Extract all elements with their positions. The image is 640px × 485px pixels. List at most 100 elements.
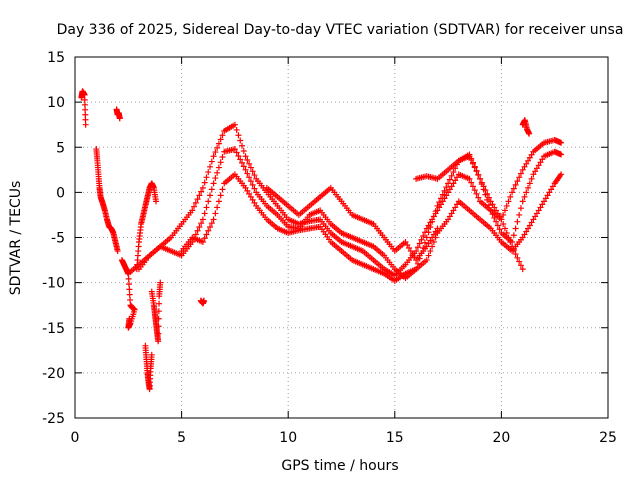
grid-layer (75, 57, 608, 418)
data-point (519, 234, 526, 241)
data-point-interp (539, 156, 546, 163)
chart-title: Day 336 of 2025, Sidereal Day-to-day VTE… (57, 22, 624, 38)
data-point-interp (510, 232, 517, 239)
data-point-interp (249, 196, 256, 203)
data-point-interp (443, 192, 450, 199)
data-point (526, 130, 533, 137)
x-tick-label: 15 (386, 430, 404, 446)
data-point-interp (127, 296, 134, 303)
data-point-interp (539, 201, 546, 208)
series-cluster-3.8h (148, 279, 164, 345)
data-point-interp (156, 300, 163, 307)
data-point-interp (512, 181, 519, 188)
data-point-interp (439, 198, 446, 205)
data-point (231, 121, 238, 128)
data-point (210, 216, 217, 223)
data-point-interp (246, 190, 253, 197)
data-point-interp (214, 204, 221, 211)
data-point-interp (407, 248, 414, 255)
data-point-interp (214, 144, 221, 151)
data-point-interp (468, 155, 475, 162)
data-point (413, 248, 420, 255)
y-tick-label: -5 (51, 231, 65, 247)
data-point-interp (414, 244, 421, 251)
data-point-interp (126, 286, 133, 293)
data-point-interp (436, 199, 443, 206)
data-point-interp (205, 227, 212, 234)
data-point (200, 297, 207, 304)
data-point-interp (404, 242, 411, 249)
data-point-interp (198, 220, 205, 227)
data-point-interp (510, 185, 517, 192)
data-point-interp (208, 186, 215, 193)
y-tick-label: 15 (47, 50, 65, 66)
data-point-interp (542, 195, 549, 202)
data-point-interp (244, 187, 251, 194)
data-point-interp (201, 179, 208, 186)
data-point-interp (212, 149, 219, 156)
data-point (530, 216, 537, 223)
data-point (231, 146, 238, 153)
data-point-interp (528, 175, 535, 182)
data-point-interp (207, 192, 214, 199)
y-tick-label: -25 (42, 411, 65, 427)
data-point-interp (516, 258, 523, 265)
data-point-interp (485, 194, 492, 201)
data-point-interp (491, 204, 498, 211)
data-point-interp (489, 201, 496, 208)
data-point (189, 207, 196, 214)
data-point-interp (507, 193, 514, 200)
y-tick-label: 10 (47, 95, 65, 111)
data-point (558, 171, 565, 178)
data-point (445, 189, 452, 196)
data-point-interp (155, 323, 162, 330)
data-point (423, 234, 430, 241)
data-point-interp (249, 168, 256, 175)
data-point-interp (192, 199, 199, 206)
data-point-interp (420, 232, 427, 239)
data-point (199, 239, 206, 246)
data-point-interp (240, 163, 247, 170)
data-point-interp (503, 229, 510, 236)
data-point (153, 198, 160, 205)
data-point-interp (448, 183, 455, 190)
data-point-interp (532, 213, 539, 220)
x-tick-label: 25 (599, 430, 617, 446)
data-point-interp (155, 308, 162, 315)
data-point (199, 184, 206, 191)
series-spike-2h (113, 106, 123, 122)
data-point-interp (239, 159, 246, 166)
data-point-interp (549, 183, 556, 190)
data-point-interp (496, 213, 503, 220)
data-point-interp (500, 211, 507, 218)
data-point-interp (453, 174, 460, 181)
data-point (423, 225, 430, 232)
data-point-interp (235, 152, 242, 159)
series-band-E (413, 151, 526, 273)
data-point-interp (523, 228, 530, 235)
data-point-interp (422, 239, 429, 246)
data-point-interp (493, 207, 500, 214)
data-point-interp (512, 251, 519, 258)
data-point-interp (446, 213, 453, 220)
data-point-interp (526, 222, 533, 229)
data-point-interp (191, 203, 198, 210)
data-point-interp (207, 163, 214, 170)
data-point (519, 266, 526, 273)
data-point-interp (425, 252, 432, 259)
data-point-interp (510, 247, 517, 254)
data-point (126, 315, 133, 322)
data-point (498, 216, 505, 223)
y-tick-label: 0 (56, 185, 65, 201)
series-band-C (178, 171, 565, 284)
data-point-interp (237, 156, 244, 163)
data-point-interp (215, 140, 222, 147)
data-point-interp (203, 174, 210, 181)
data-point-interp (452, 204, 459, 211)
data-point (210, 153, 217, 160)
data-point-interp (448, 210, 455, 217)
data-point (466, 151, 473, 158)
